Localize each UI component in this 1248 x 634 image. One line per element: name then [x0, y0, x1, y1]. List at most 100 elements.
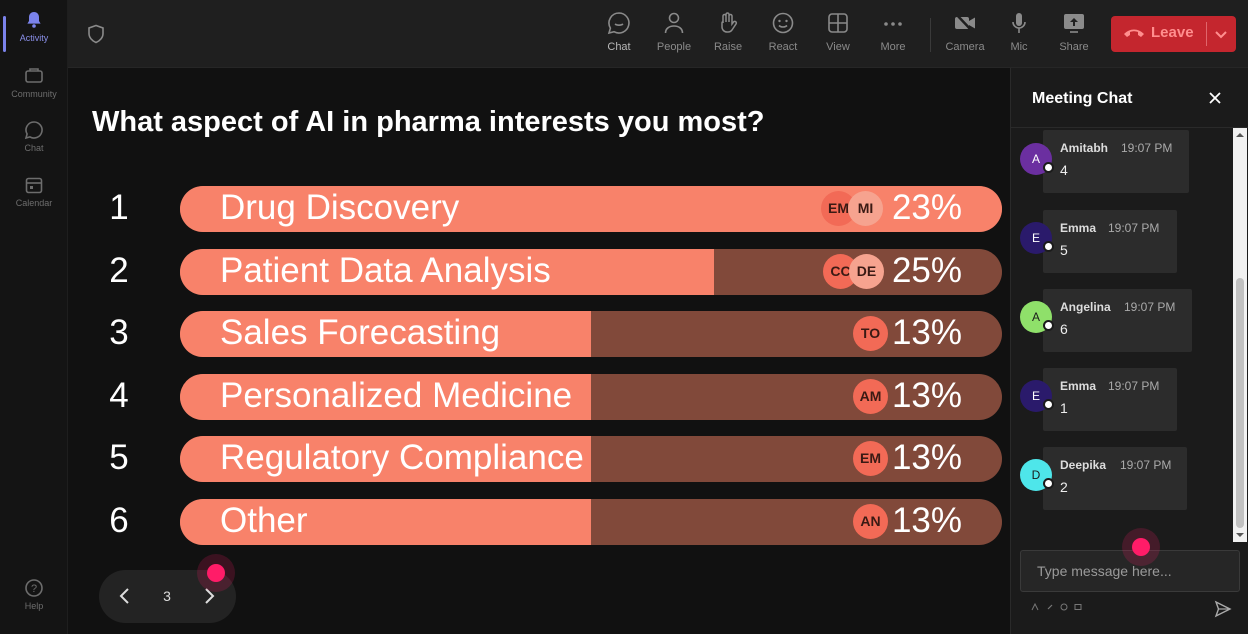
- people-button[interactable]: People: [648, 10, 700, 53]
- option-label: Regulatory Compliance: [220, 438, 584, 477]
- chat-message-input[interactable]: [1020, 550, 1240, 592]
- poll-option[interactable]: 6 Other AN 13%: [68, 499, 1010, 547]
- shield-icon[interactable]: [86, 24, 106, 44]
- rail-item-help[interactable]: ? Help: [0, 578, 68, 611]
- hand-icon: [721, 12, 738, 33]
- community-icon: [25, 68, 43, 83]
- status-dot: [1043, 241, 1054, 252]
- leave-label: Leave: [1151, 24, 1194, 41]
- rail-item-chat[interactable]: Chat: [0, 120, 68, 153]
- camera-label: Camera: [945, 41, 985, 53]
- message-author: Deepika: [1060, 458, 1107, 472]
- gif-icon[interactable]: [1074, 603, 1082, 611]
- option-number: 5: [109, 438, 129, 477]
- left-rail: Activity Community Chat Calendar ? Help: [0, 0, 68, 634]
- camera-off-icon: [955, 13, 975, 33]
- voter-avatar: EM: [853, 441, 888, 476]
- svg-text:?: ?: [31, 583, 37, 595]
- bell-icon: [27, 12, 41, 28]
- option-fill: [180, 311, 591, 357]
- chevron-left-icon[interactable]: [115, 584, 135, 608]
- calendar-icon: [25, 177, 43, 194]
- share-button[interactable]: Share: [1048, 10, 1100, 53]
- option-number: 3: [109, 313, 129, 352]
- avatar: A: [1020, 301, 1054, 333]
- more-button[interactable]: More: [867, 10, 919, 53]
- chat-divider: [1011, 127, 1248, 128]
- scroll-down-icon[interactable]: [1235, 530, 1245, 540]
- more-dots-icon: [884, 22, 902, 26]
- react-button[interactable]: React: [757, 10, 809, 53]
- option-percent: 23%: [891, 188, 962, 227]
- chat-icon: [24, 121, 43, 140]
- option-number: 1: [109, 188, 129, 227]
- option-label: Sales Forecasting: [220, 313, 501, 352]
- view-label: View: [826, 41, 850, 53]
- leave-label-wrap: Leave: [1123, 24, 1194, 41]
- attach-icon[interactable]: [1046, 603, 1054, 611]
- option-percent: 13%: [891, 376, 962, 415]
- option-fill: [180, 374, 591, 420]
- poll-option[interactable]: 4 Personalized Medicine AM 13%: [68, 374, 1010, 422]
- format-icon[interactable]: [1031, 603, 1039, 611]
- people-label: People: [656, 41, 692, 53]
- poll-question: What aspect of AI in pharma interests yo…: [92, 106, 765, 138]
- rail-item-calendar[interactable]: Calendar: [0, 175, 68, 208]
- share-screen-icon: [1064, 14, 1084, 33]
- chat-bubble-icon: [607, 12, 630, 35]
- leave-button[interactable]: Leave: [1111, 16, 1236, 52]
- option-fill: [180, 499, 591, 545]
- share-label: Share: [1059, 41, 1089, 53]
- poll-option[interactable]: 3 Sales Forecasting TO 13%: [68, 311, 1010, 359]
- status-dot: [1043, 162, 1054, 173]
- status-dot: [1043, 320, 1054, 331]
- chat-button[interactable]: Chat: [593, 10, 645, 53]
- voter-avatar: TO: [853, 316, 888, 351]
- mic-button[interactable]: Mic: [993, 10, 1045, 53]
- chevron-down-icon[interactable]: [1212, 24, 1230, 44]
- emoji-icon[interactable]: [1060, 603, 1068, 611]
- poll-stage: What aspect of AI in pharma interests yo…: [68, 68, 1010, 634]
- message-text: 1: [1060, 400, 1068, 416]
- voter-avatar: DE: [849, 254, 884, 289]
- page-number: 3: [163, 588, 171, 604]
- raise-hand-button[interactable]: Raise: [702, 10, 754, 53]
- option-label: Personalized Medicine: [220, 376, 573, 415]
- message-time: 19:07 PM: [1108, 379, 1160, 393]
- chevron-right-icon[interactable]: [199, 584, 219, 608]
- help-icon: ?: [25, 579, 43, 597]
- poll-option[interactable]: 5 Regulatory Compliance EM 13%: [68, 436, 1010, 484]
- scroll-up-icon[interactable]: [1235, 130, 1245, 140]
- option-bar: [180, 311, 1002, 357]
- option-percent: 13%: [891, 438, 962, 477]
- smiley-icon: [772, 12, 794, 34]
- message-time: 19:07 PM: [1121, 141, 1173, 155]
- poll-option[interactable]: 1 Drug Discovery EM MI 23%: [68, 186, 1010, 234]
- rail-label-activity: Activity: [19, 33, 49, 43]
- rail-item-community[interactable]: Community: [0, 66, 68, 99]
- hang-up-icon: [1124, 29, 1144, 38]
- message-author: Angelina: [1060, 300, 1111, 314]
- chat-scrollbar[interactable]: [1233, 128, 1247, 542]
- toolbar-divider: [930, 18, 931, 52]
- chat-message: Deepika 19:07 PM 2: [1043, 447, 1187, 510]
- avatar-initial: A: [1031, 152, 1040, 166]
- send-icon[interactable]: [1214, 600, 1232, 618]
- option-percent: 25%: [891, 251, 962, 290]
- close-icon[interactable]: [1207, 90, 1223, 106]
- message-text: 5: [1060, 242, 1068, 258]
- chat-message: Emma 19:07 PM 1: [1043, 368, 1177, 431]
- status-dot: [1043, 399, 1054, 410]
- avatar: A: [1020, 143, 1054, 175]
- rail-item-activity[interactable]: Activity: [0, 10, 68, 52]
- avatar: D: [1020, 459, 1054, 491]
- avatar-initial: E: [1031, 231, 1040, 245]
- poll-option[interactable]: 2 Patient Data Analysis CC DE 25%: [68, 249, 1010, 297]
- scrollbar-thumb[interactable]: [1236, 278, 1244, 528]
- meeting-chat-panel: Meeting Chat Amitabh 19:07 PM 4 A Emma 1…: [1010, 68, 1248, 634]
- option-label: Patient Data Analysis: [220, 251, 551, 290]
- rail-label-help: Help: [24, 601, 44, 611]
- camera-button[interactable]: Camera: [939, 10, 991, 53]
- view-button[interactable]: View: [812, 10, 864, 53]
- option-label: Other: [220, 501, 308, 540]
